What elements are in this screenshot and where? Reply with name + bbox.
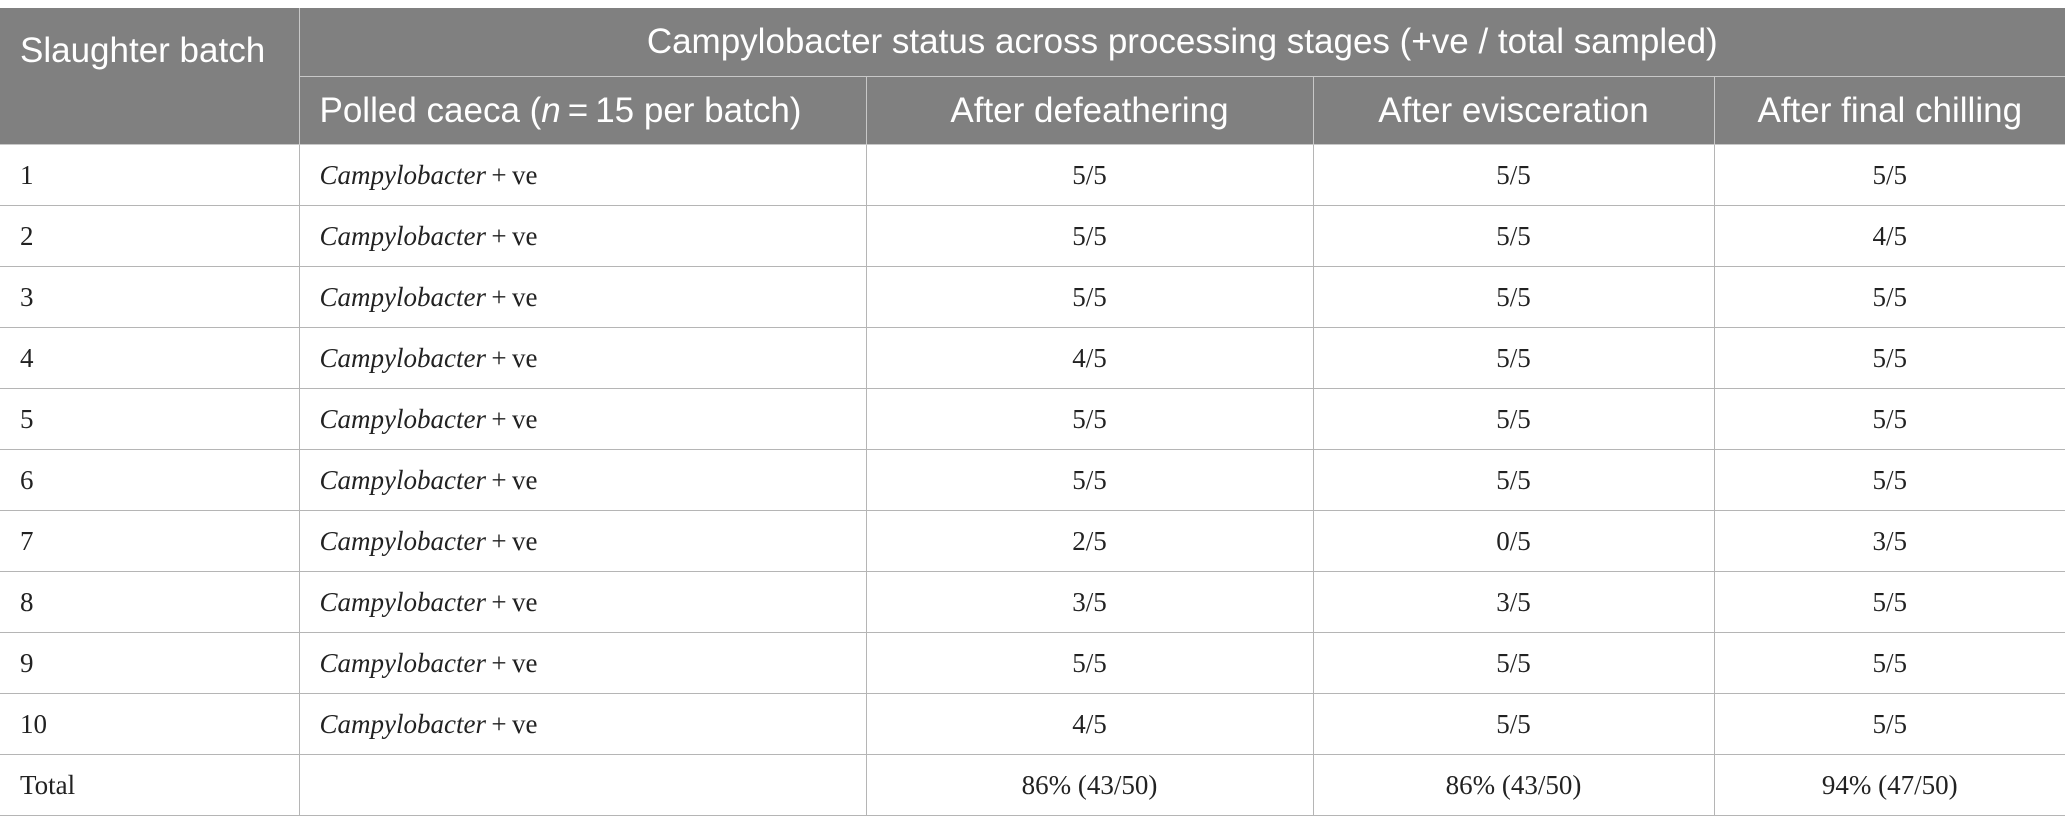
batch-cell: 5 <box>0 388 300 450</box>
caeca-status-cell: Campylobacter + ve <box>298 144 867 206</box>
chilling-cell: 5/5 <box>1713 693 2065 755</box>
evisceration-cell: 5/5 <box>1312 693 1715 755</box>
caeca-status-cell: Campylobacter + ve <box>298 632 867 694</box>
organism-name: Campylobacter <box>319 281 486 312</box>
defeathering-cell: 4/5 <box>865 693 1314 755</box>
batch-cell: 6 <box>0 449 300 511</box>
header-row-top: Slaughter batch Campylobacter status acr… <box>0 8 2065 145</box>
batch-cell: 8 <box>0 571 300 633</box>
organism-name: Campylobacter <box>319 525 486 556</box>
header-slaughter-batch: Slaughter batch <box>0 8 300 145</box>
batch-cell: 4 <box>0 327 300 389</box>
header-after-evisceration: After evisceration <box>1312 76 1715 145</box>
defeathering-cell: 5/5 <box>865 205 1314 267</box>
chilling-cell: 5/5 <box>1713 571 2065 633</box>
table-row: 5 Campylobacter + ve 5/5 5/5 5/5 <box>0 388 2065 450</box>
caeca-status-cell: Campylobacter + ve <box>298 266 867 328</box>
chilling-cell: 4/5 <box>1713 205 2065 267</box>
organism-name: Campylobacter <box>319 220 486 251</box>
chilling-cell: 5/5 <box>1713 144 2065 206</box>
total-empty-cell <box>298 754 867 816</box>
header-after-defeathering: After defeathering <box>865 76 1314 145</box>
batch-cell: 7 <box>0 510 300 572</box>
organism-name: Campylobacter <box>319 403 486 434</box>
defeathering-cell: 2/5 <box>865 510 1314 572</box>
total-label-cell: Total <box>0 754 300 816</box>
batch-cell: 2 <box>0 205 300 267</box>
organism-name: Campylobacter <box>319 586 486 617</box>
status-suffix: + ve <box>485 159 538 190</box>
batch-cell: 9 <box>0 632 300 694</box>
evisceration-cell: 0/5 <box>1312 510 1715 572</box>
chilling-cell: 5/5 <box>1713 266 2065 328</box>
evisceration-cell: 3/5 <box>1312 571 1715 633</box>
table-row: 3 Campylobacter + ve 5/5 5/5 5/5 <box>0 266 2065 328</box>
total-chilling-cell: 94% (47/50) <box>1713 754 2065 816</box>
chilling-cell: 5/5 <box>1713 388 2065 450</box>
table-row: 2 Campylobacter + ve 5/5 5/5 4/5 <box>0 205 2065 267</box>
evisceration-cell: 5/5 <box>1312 327 1715 389</box>
table-row: 7 Campylobacter + ve 2/5 0/5 3/5 <box>0 510 2065 572</box>
campylobacter-status-table: Slaughter batch Campylobacter status acr… <box>0 8 2065 816</box>
header-processing-stages: Campylobacter status across processing s… <box>298 8 2065 77</box>
caeca-status-cell: Campylobacter + ve <box>298 510 867 572</box>
organism-name: Campylobacter <box>319 708 486 739</box>
defeathering-cell: 4/5 <box>865 327 1314 389</box>
total-evisceration-cell: 86% (43/50) <box>1312 754 1715 816</box>
header-polled-caeca: Polled caeca (n = 15 per batch) <box>298 76 867 145</box>
table-row: 10 Campylobacter + ve 4/5 5/5 5/5 <box>0 693 2065 755</box>
table-row: 4 Campylobacter + ve 4/5 5/5 5/5 <box>0 327 2065 389</box>
chilling-cell: 5/5 <box>1713 632 2065 694</box>
status-suffix: + ve <box>485 464 538 495</box>
header-row-sub: Polled caeca (n = 15 per batch) After de… <box>0 76 2065 145</box>
status-suffix: + ve <box>485 403 538 434</box>
table-row: 1 Campylobacter + ve 5/5 5/5 5/5 <box>0 144 2065 206</box>
defeathering-cell: 5/5 <box>865 144 1314 206</box>
total-defeathering-cell: 86% (43/50) <box>865 754 1314 816</box>
defeathering-cell: 5/5 <box>865 632 1314 694</box>
caeca-status-cell: Campylobacter + ve <box>298 388 867 450</box>
status-suffix: + ve <box>485 281 538 312</box>
table-row: 8 Campylobacter + ve 3/5 3/5 5/5 <box>0 571 2065 633</box>
defeathering-cell: 5/5 <box>865 388 1314 450</box>
status-suffix: + ve <box>485 342 538 373</box>
batch-cell: 3 <box>0 266 300 328</box>
caeca-status-cell: Campylobacter + ve <box>298 205 867 267</box>
header-after-final-chilling: After final chilling <box>1713 76 2065 145</box>
table-row: 9 Campylobacter + ve 5/5 5/5 5/5 <box>0 632 2065 694</box>
chilling-cell: 3/5 <box>1713 510 2065 572</box>
evisceration-cell: 5/5 <box>1312 388 1715 450</box>
status-suffix: + ve <box>485 647 538 678</box>
caeca-status-cell: Campylobacter + ve <box>298 571 867 633</box>
organism-name: Campylobacter <box>319 342 486 373</box>
defeathering-cell: 5/5 <box>865 266 1314 328</box>
caeca-status-cell: Campylobacter + ve <box>298 327 867 389</box>
table-header: Slaughter batch Campylobacter status acr… <box>0 8 2065 145</box>
defeathering-cell: 3/5 <box>865 571 1314 633</box>
total-row: Total 86% (43/50) 86% (43/50) 94% (47/50) <box>0 754 2065 816</box>
organism-name: Campylobacter <box>319 159 486 190</box>
chilling-cell: 5/5 <box>1713 327 2065 389</box>
defeathering-cell: 5/5 <box>865 449 1314 511</box>
status-suffix: + ve <box>485 586 538 617</box>
organism-name: Campylobacter <box>319 647 486 678</box>
batch-cell: 1 <box>0 144 300 206</box>
organism-name: Campylobacter <box>319 464 486 495</box>
status-suffix: + ve <box>485 525 538 556</box>
status-suffix: + ve <box>485 220 538 251</box>
chilling-cell: 5/5 <box>1713 449 2065 511</box>
status-suffix: + ve <box>485 708 538 739</box>
evisceration-cell: 5/5 <box>1312 205 1715 267</box>
evisceration-cell: 5/5 <box>1312 266 1715 328</box>
caeca-status-cell: Campylobacter + ve <box>298 693 867 755</box>
evisceration-cell: 5/5 <box>1312 449 1715 511</box>
table-row: 6 Campylobacter + ve 5/5 5/5 5/5 <box>0 449 2065 511</box>
evisceration-cell: 5/5 <box>1312 144 1715 206</box>
batch-cell: 10 <box>0 693 300 755</box>
caeca-status-cell: Campylobacter + ve <box>298 449 867 511</box>
table-body: 1 Campylobacter + ve 5/5 5/5 5/5 2 Campylobact… <box>0 144 2065 816</box>
evisceration-cell: 5/5 <box>1312 632 1715 694</box>
